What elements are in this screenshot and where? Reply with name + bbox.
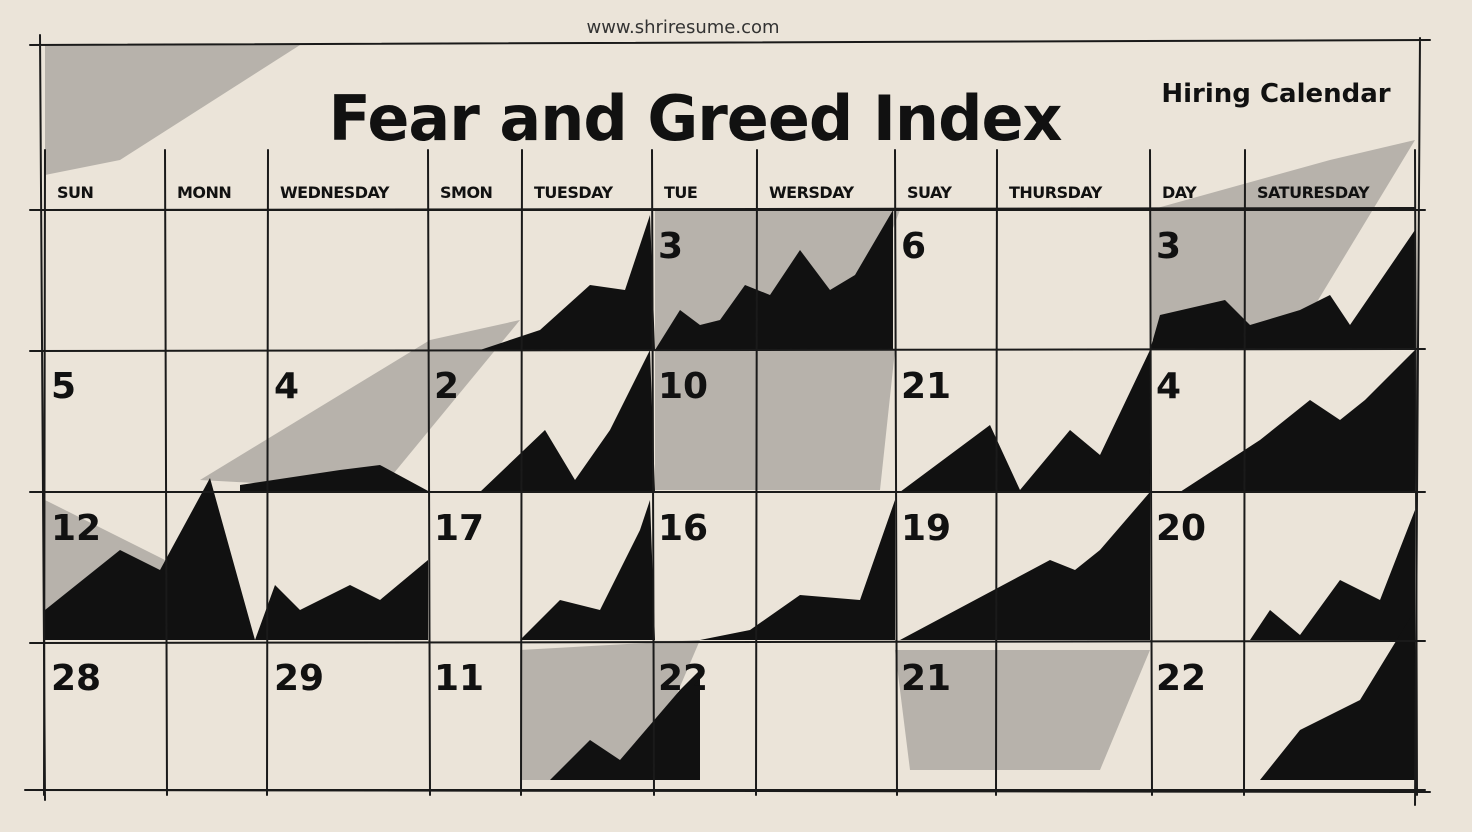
peak — [655, 210, 893, 350]
day-number: 10 — [658, 366, 708, 407]
day-number: 5 — [51, 366, 76, 407]
day-number: 3 — [658, 226, 683, 267]
site-url: www.shriresume.com — [586, 17, 779, 38]
subtitle: Hiring Calendar — [1161, 79, 1390, 109]
peak — [480, 215, 655, 350]
day-header: DAY — [1162, 183, 1197, 202]
peak — [900, 492, 1150, 640]
column-line — [427, 149, 431, 796]
peak — [255, 560, 428, 640]
page-title: Fear and Greed Index — [329, 82, 1063, 155]
column-line — [43, 149, 46, 796]
peak — [700, 500, 895, 640]
calendar-grid — [24, 34, 1431, 806]
day-number: 21 — [901, 366, 951, 407]
day-header: WEDNESDAY — [280, 183, 390, 202]
day-header: SUAY — [907, 183, 952, 202]
wash — [200, 320, 520, 490]
column-line — [266, 149, 269, 796]
peak — [1150, 230, 1415, 350]
wash — [1150, 140, 1415, 340]
row-line — [29, 640, 1426, 644]
day-header: WERSDAY — [769, 183, 855, 202]
day-number: 16 — [658, 508, 708, 549]
column-line — [995, 149, 998, 796]
peak — [1250, 510, 1415, 640]
column-line — [755, 149, 758, 796]
peak — [900, 350, 1150, 492]
peak — [520, 500, 655, 640]
day-number: 4 — [1156, 366, 1181, 407]
peak — [480, 350, 655, 492]
day-number: 22 — [1156, 658, 1206, 699]
day-number: 21 — [901, 658, 951, 699]
day-number: 11 — [434, 658, 484, 699]
column-line — [1414, 149, 1418, 796]
day-number: 3 — [1156, 226, 1181, 267]
wash — [45, 45, 300, 175]
day-header: SATURESDAY — [1257, 183, 1370, 202]
wash — [655, 350, 895, 490]
day-number: 2 — [434, 366, 459, 407]
wash — [895, 650, 1150, 770]
day-number: 20 — [1156, 508, 1206, 549]
day-number: 22 — [658, 658, 708, 699]
day-header: TUE — [664, 183, 697, 202]
peak — [1180, 350, 1415, 492]
column-line — [651, 149, 655, 796]
day-number: 6 — [901, 226, 926, 267]
column-line — [520, 149, 523, 796]
day-header: MONN — [177, 183, 231, 202]
day-number: 19 — [901, 508, 951, 549]
peaks — [45, 210, 1415, 780]
day-header: SMON — [440, 183, 492, 202]
day-header: TUESDAY — [534, 183, 613, 202]
column-line — [1243, 149, 1246, 796]
column-line — [894, 149, 898, 796]
day-number: 12 — [51, 508, 101, 549]
day-number: 17 — [434, 508, 484, 549]
peak — [550, 670, 700, 780]
column-line — [164, 149, 168, 796]
day-number: 29 — [274, 658, 324, 699]
row-line — [29, 348, 1426, 352]
day-header: SUN — [57, 183, 93, 202]
calendar-cells: SUN MONN WEDNESDAY SMON TUESDAY TUE WERSDAY SUA… — [51, 183, 1370, 699]
day-number: 4 — [274, 366, 299, 407]
peak — [1260, 610, 1415, 780]
peak — [240, 465, 430, 492]
column-line — [1149, 149, 1153, 796]
peak — [45, 478, 255, 640]
day-number: 28 — [51, 658, 101, 699]
frame — [24, 34, 1431, 806]
day-header: THURSDAY — [1009, 183, 1103, 202]
